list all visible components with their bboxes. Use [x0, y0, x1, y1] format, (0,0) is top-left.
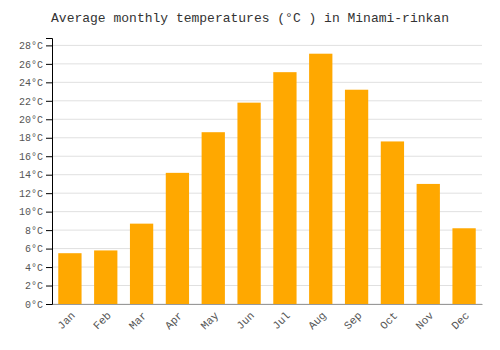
x-tick-label: Jul — [270, 310, 292, 332]
grid-line — [52, 119, 482, 120]
x-tick: Dec — [450, 304, 472, 332]
y-tick: 0°C — [25, 300, 52, 311]
x-tick-label: Oct — [378, 310, 400, 332]
bar — [273, 72, 296, 304]
x-tick: Aug — [306, 304, 328, 332]
bar — [309, 54, 332, 304]
bar — [58, 253, 81, 304]
bar — [94, 250, 117, 304]
grid-line — [52, 156, 482, 157]
x-axis-line — [53, 304, 483, 305]
y-tick: 22°C — [19, 97, 52, 108]
y-tick-label: 20°C — [19, 115, 43, 126]
x-tick: Jan — [55, 304, 77, 332]
y-tick: 28°C — [19, 41, 52, 52]
x-tick: May — [199, 304, 222, 332]
bar — [237, 103, 260, 304]
y-tick: 26°C — [19, 60, 52, 71]
y-tick-label: 28°C — [19, 41, 43, 52]
y-tick-mark — [46, 193, 52, 194]
y-tick-mark — [46, 304, 52, 305]
y-tick-label: 18°C — [19, 133, 43, 144]
y-axis-line — [46, 39, 53, 305]
x-tick: Mar — [127, 304, 149, 332]
y-tick: 8°C — [25, 226, 52, 237]
y-axis: 0°C 2°C 4°C 6°C 8°C 10°C 12°C 14°C 16°C 18°C 20°C 2… — [19, 39, 53, 311]
y-tick-label: 24°C — [19, 78, 43, 89]
y-tick: 6°C — [25, 244, 52, 255]
x-tick: Jun — [235, 304, 257, 332]
y-tick-label: 26°C — [19, 60, 43, 71]
x-tick: Apr — [163, 304, 185, 332]
y-tick: 14°C — [19, 170, 52, 181]
grid-line — [52, 63, 482, 64]
y-tick-mark — [46, 64, 52, 65]
y-tick-label: 14°C — [19, 170, 43, 181]
x-axis: Jan Feb Mar Apr May Jun Jul Aug Sep Oct Nov Dec — [53, 304, 483, 332]
y-tick-label: 6°C — [25, 244, 43, 255]
x-tick-label: Sep — [342, 310, 364, 332]
bar — [202, 132, 225, 304]
y-tick-label: 4°C — [25, 263, 43, 274]
bars — [58, 54, 475, 304]
grid-line — [52, 174, 482, 175]
y-tick: 4°C — [25, 263, 52, 274]
y-tick-label: 16°C — [19, 152, 43, 163]
bar — [345, 90, 368, 304]
y-tick-mark — [46, 249, 52, 250]
y-tick-mark — [46, 212, 52, 213]
x-tick-label: Feb — [91, 310, 113, 332]
x-tick: Sep — [342, 304, 364, 332]
y-tick-mark — [46, 119, 52, 120]
y-tick: 20°C — [19, 115, 52, 126]
x-tick-label: Aug — [306, 310, 328, 332]
grid — [52, 45, 482, 304]
plot-area: Jan Feb Mar Apr May Jun Jul Aug Sep Oct Nov Dec 0°C 2… — [19, 39, 483, 333]
bar — [381, 141, 404, 304]
y-tick-mark — [46, 267, 52, 268]
x-tick-label: Mar — [127, 310, 149, 332]
y-tick-mark — [46, 230, 52, 231]
x-tick-label: Apr — [163, 310, 185, 332]
bar — [452, 228, 475, 304]
y-tick-mark — [46, 82, 52, 83]
y-tick-mark — [46, 286, 52, 287]
y-tick-mark — [46, 45, 52, 46]
y-tick-label: 0°C — [25, 300, 43, 311]
y-tick-label: 10°C — [19, 207, 43, 218]
x-tick-label: May — [199, 309, 222, 332]
grid-line — [52, 137, 482, 138]
y-tick-label: 2°C — [25, 281, 43, 292]
y-tick: 24°C — [19, 78, 52, 89]
chart: Jan Feb Mar Apr May Jun Jul Aug Sep Oct Nov Dec 0°C 2… — [0, 0, 500, 350]
title: Average monthly temperatures (°C ) in Mi… — [51, 11, 449, 26]
x-tick: Nov — [414, 304, 437, 332]
x-tick-label: Dec — [450, 310, 472, 332]
y-tick: 18°C — [19, 133, 52, 144]
x-tick-label: Jan — [55, 310, 77, 332]
x-tick-label: Nov — [414, 309, 437, 332]
grid-line — [52, 45, 482, 46]
y-tick: 16°C — [19, 152, 52, 163]
y-tick-mark — [46, 101, 52, 102]
grid-line — [52, 100, 482, 101]
y-tick-label: 12°C — [19, 189, 43, 200]
grid-line — [52, 82, 482, 83]
y-tick-mark — [46, 175, 52, 176]
y-tick: 12°C — [19, 189, 52, 200]
x-tick: Jul — [270, 304, 292, 332]
x-tick: Feb — [91, 304, 113, 332]
x-tick: Oct — [378, 304, 400, 332]
bar — [166, 173, 189, 304]
x-tick-label: Jun — [235, 310, 257, 332]
y-tick-label: 8°C — [25, 226, 43, 237]
bar — [417, 184, 440, 304]
bar — [130, 224, 153, 304]
y-tick-mark — [46, 156, 52, 157]
y-tick-mark — [46, 138, 52, 139]
y-tick: 2°C — [25, 281, 52, 292]
y-tick: 10°C — [19, 207, 52, 218]
y-tick-label: 22°C — [19, 97, 43, 108]
